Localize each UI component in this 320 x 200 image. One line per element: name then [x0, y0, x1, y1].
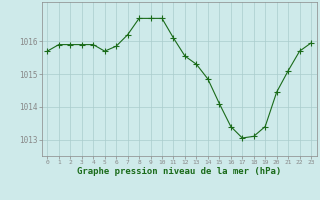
X-axis label: Graphe pression niveau de la mer (hPa): Graphe pression niveau de la mer (hPa)	[77, 167, 281, 176]
